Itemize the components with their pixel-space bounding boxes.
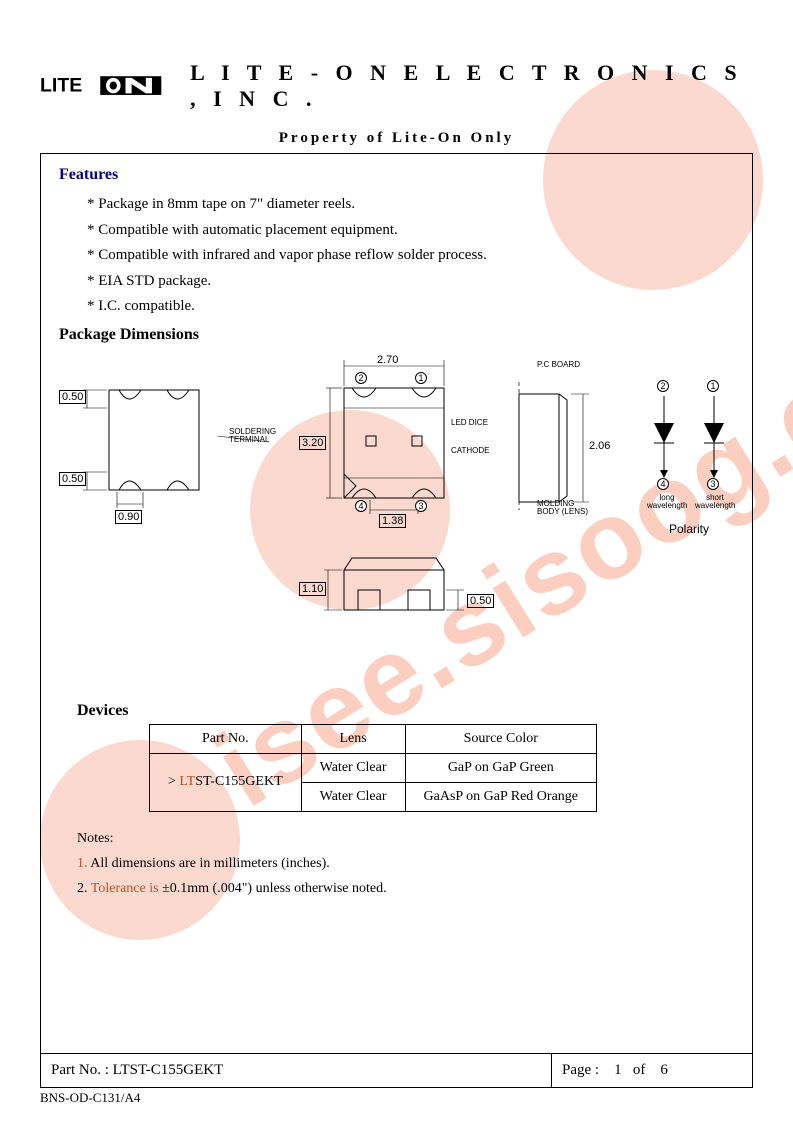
page-of: of xyxy=(633,1062,646,1078)
notes-heading: Notes: xyxy=(77,826,734,851)
part-no-mid: ST-C155 xyxy=(195,774,245,789)
subtitle: Property of Lite-On Only xyxy=(40,130,753,147)
note-hl: Tolerance is xyxy=(91,881,159,896)
logo: LITE xyxy=(40,68,162,104)
part-no-value: LTST-C155GEKT xyxy=(113,1062,224,1078)
dim-label: 1.10 xyxy=(299,582,326,596)
note-item: 2. Tolerance is ±0.1mm (.004") unless ot… xyxy=(77,876,734,901)
document-code: BNS-OD-C131/A4 xyxy=(40,1090,753,1106)
cell-lens: Water Clear xyxy=(301,753,405,782)
page-current: 1 xyxy=(614,1062,622,1078)
feature-item: * I.C. compatible. xyxy=(87,294,734,320)
cell-lens: Water Clear xyxy=(301,782,405,811)
feature-item: * Compatible with automatic placement eq… xyxy=(87,218,734,244)
polarity-label: Polarity xyxy=(669,522,709,536)
part-no-suffix: GEKT xyxy=(245,774,282,789)
pcb-label: P.C BOARD xyxy=(537,360,580,369)
note-text: ±0.1mm (.004") unless otherwise noted. xyxy=(159,881,387,896)
page-total: 6 xyxy=(660,1062,668,1078)
company-name: L I T E - O N E L E C T R O N I C S , I … xyxy=(190,60,753,112)
page-label: Page : xyxy=(562,1062,599,1078)
devices-table: Part No. Lens Source Color > LTST-C155GE… xyxy=(149,724,597,812)
liteon-logo-icon: LITE xyxy=(40,68,162,104)
content-body: Features * Package in 8mm tape on 7" dia… xyxy=(41,154,752,1054)
col-part-no: Part No. xyxy=(150,724,302,753)
diagram-top-left xyxy=(79,370,219,510)
short-wavelength-label: short wavelength xyxy=(695,494,735,512)
dim-label: 2.06 xyxy=(589,440,610,452)
pin-marker: 3 xyxy=(707,478,719,490)
svg-text:LITE: LITE xyxy=(40,75,82,97)
header: LITE L I T E - O N E L E C T R O N I C S… xyxy=(40,60,753,112)
package-diagram: 0.50 0.50 0.90 SOLDERING TERMINAL xyxy=(59,350,734,680)
features-heading: Features xyxy=(59,166,734,184)
col-lens: Lens xyxy=(301,724,405,753)
cell-source-color: GaP on GaP Green xyxy=(405,753,597,782)
note-hl: 1. xyxy=(77,856,88,871)
feature-item: * Compatible with infrared and vapor pha… xyxy=(87,243,734,269)
note-text: 2. xyxy=(77,881,91,896)
page: LITE L I T E - O N E L E C T R O N I C S… xyxy=(40,60,753,1082)
dim-label: 1.38 xyxy=(379,514,406,528)
pin-marker: 1 xyxy=(415,372,427,384)
note-text: All dimensions are in millimeters (inche… xyxy=(88,856,330,871)
feature-item: * EIA STD package. xyxy=(87,269,734,295)
cell-source-color: GaAsP on GaP Red Orange xyxy=(405,782,597,811)
dim-label: 0.50 xyxy=(59,390,86,404)
pin-marker: 1 xyxy=(707,380,719,392)
pin-marker: 3 xyxy=(415,500,427,512)
content-frame: Features * Package in 8mm tape on 7" dia… xyxy=(40,153,753,1088)
package-dimensions-heading: Package Dimensions xyxy=(59,326,734,344)
table-header-row: Part No. Lens Source Color xyxy=(150,724,597,753)
diagram-front xyxy=(314,550,484,640)
notes: Notes: 1. All dimensions are in millimet… xyxy=(77,826,734,902)
features-list: * Package in 8mm tape on 7" diameter ree… xyxy=(59,192,734,320)
devices-heading: Devices xyxy=(77,702,734,720)
dim-label: 0.90 xyxy=(115,510,142,524)
leader-line xyxy=(217,436,287,448)
cathode-label: CATHODE xyxy=(451,446,490,455)
dim-label: 2.70 xyxy=(377,354,398,366)
cell-part-no: > LTST-C155GEKT xyxy=(150,753,302,811)
col-source-color: Source Color xyxy=(405,724,597,753)
part-no-label: Part No. : xyxy=(51,1062,113,1078)
footer-part-no: Part No. : LTST-C155GEKT xyxy=(41,1054,552,1087)
footer-page: Page : 1 of 6 xyxy=(552,1054,752,1087)
table-row: > LTST-C155GEKT Water Clear GaP on GaP G… xyxy=(150,753,597,782)
dim-label: 3.20 xyxy=(299,436,326,450)
footer: Part No. : LTST-C155GEKT Page : 1 of 6 xyxy=(41,1054,752,1087)
pin-marker: 4 xyxy=(657,478,669,490)
led-dice-label: LED DICE xyxy=(451,418,488,427)
long-wavelength-label: long wavelength xyxy=(647,494,687,512)
dim-label: 0.50 xyxy=(467,594,494,608)
feature-item: * Package in 8mm tape on 7" diameter ree… xyxy=(87,192,734,218)
pin-marker: 2 xyxy=(657,380,669,392)
pin-marker: 2 xyxy=(355,372,367,384)
pin-marker: 4 xyxy=(355,500,367,512)
dim-label: 0.50 xyxy=(59,472,86,486)
molding-body-label: MOLDING BODY (LENS) xyxy=(537,500,588,518)
part-no-prefix: LT xyxy=(179,774,195,789)
note-item: 1. All dimensions are in millimeters (in… xyxy=(77,851,734,876)
